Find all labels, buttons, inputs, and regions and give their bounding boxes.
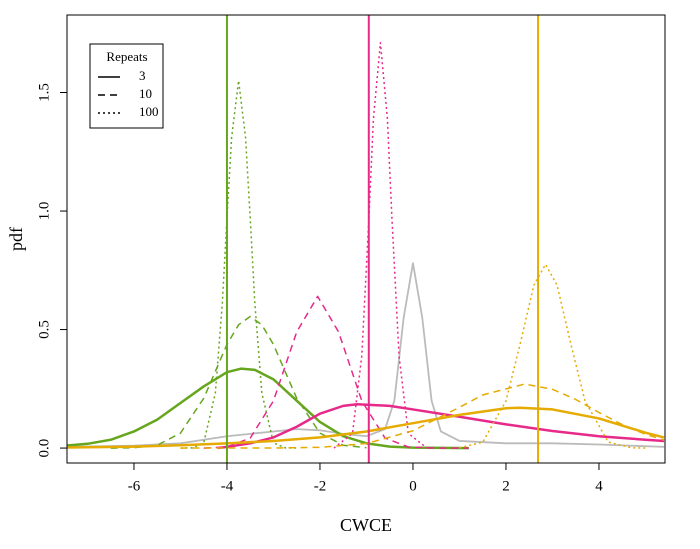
x-axis-label: CWCE	[340, 515, 392, 535]
density-curve	[67, 367, 469, 450]
density-curve	[180, 79, 297, 449]
legend-label: 3	[139, 68, 146, 83]
density-curve	[67, 406, 665, 449]
plot-area	[67, 15, 665, 463]
density-curve	[333, 41, 428, 449]
legend: Repeats 3 10 100	[89, 43, 164, 129]
legend-box	[89, 43, 164, 129]
legend-label: 10	[139, 86, 152, 101]
x-tick-label: 0	[409, 478, 417, 494]
density-curve	[459, 263, 646, 449]
y-axis-label: pdf	[6, 227, 26, 251]
y-tick-label: 1.0	[36, 202, 52, 221]
x-tick-label: -4	[221, 478, 234, 494]
x-tick-label: -2	[314, 478, 327, 494]
legend-label: 100	[139, 104, 159, 119]
x-tick-label: -6	[128, 478, 141, 494]
x-tick-label: 2	[502, 478, 510, 494]
density-curve	[110, 315, 367, 449]
x-tick-label: 4	[595, 478, 603, 494]
density-curve	[180, 383, 665, 449]
density-curve	[67, 262, 665, 448]
y-tick-label: 0.5	[36, 320, 52, 339]
legend-title: Repeats	[106, 49, 147, 64]
y-tick-label: 0.0	[36, 439, 52, 458]
y-tick-label: 1.5	[36, 83, 52, 102]
plot-frame	[66, 14, 666, 464]
